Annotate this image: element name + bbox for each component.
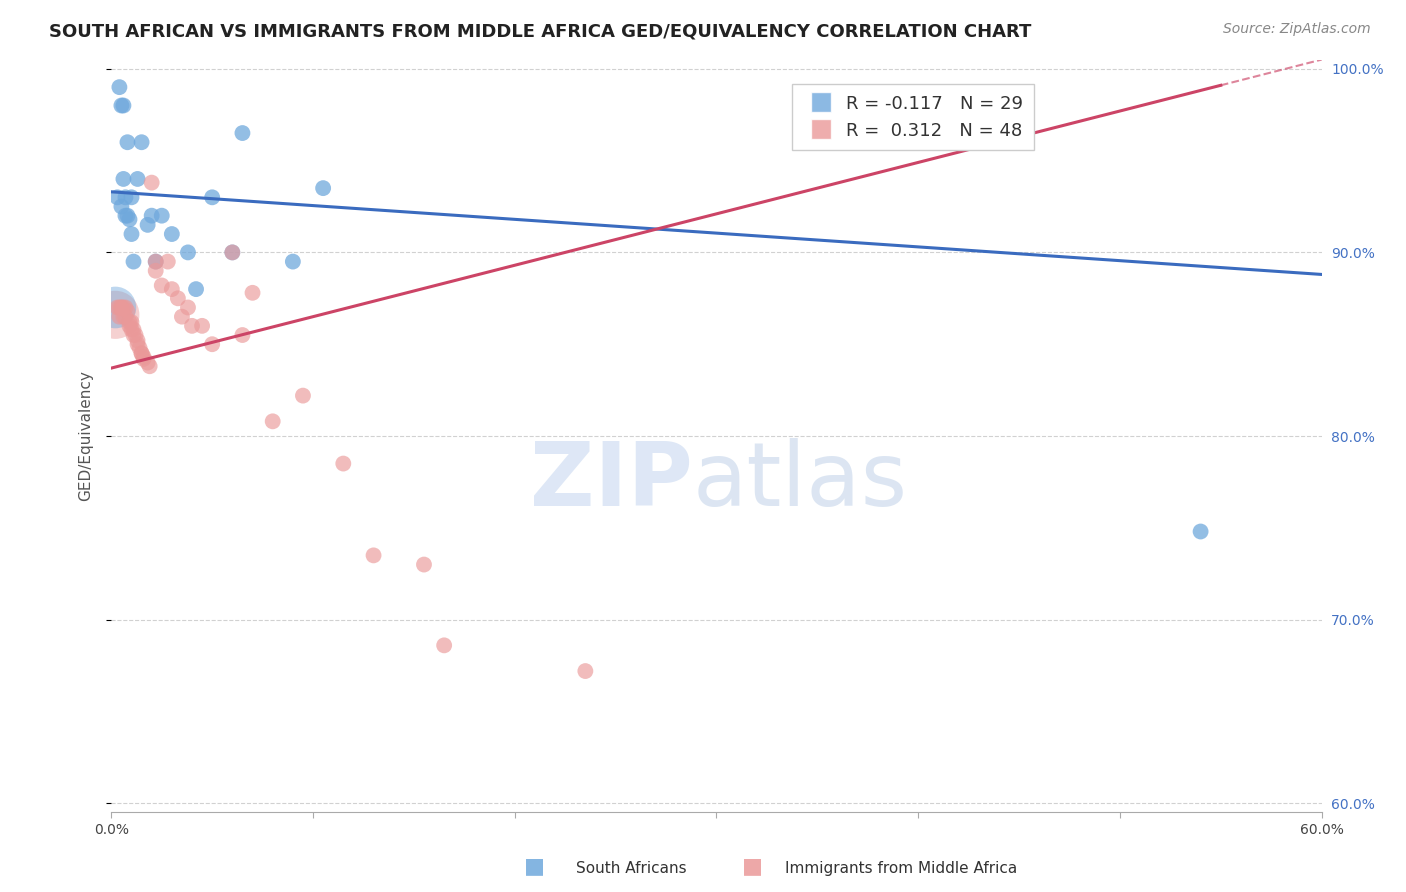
Point [150,209,173,223]
Point [108,310,131,324]
Point [160,282,183,296]
Point [122,254,145,268]
Point [104,308,127,322]
Text: ■: ■ [524,856,544,876]
Point [136,218,159,232]
Text: ■: ■ [742,856,762,876]
Point [574,664,596,678]
Point [117,209,139,223]
Point [114,190,136,204]
Text: ZIP: ZIP [530,438,692,524]
Point [201,337,224,351]
Legend: R = -0.117   N = 29, R =  0.312   N = 48: R = -0.117 N = 29, R = 0.312 N = 48 [792,84,1035,151]
Point [112,301,135,315]
Point [132,350,155,364]
Point [177,301,200,315]
Point [121,322,143,336]
Point [114,301,136,315]
Point [121,227,143,241]
Point [138,359,160,374]
Point [118,318,141,333]
Point [108,301,131,315]
Point [128,341,150,355]
Point [160,227,183,241]
Point [262,414,284,428]
Text: South Africans: South Africans [576,861,688,876]
Point [114,209,136,223]
Text: Immigrants from Middle Africa: Immigrants from Middle Africa [785,861,1017,876]
Point [108,80,131,95]
Point [104,301,127,315]
Point [184,282,207,296]
Point [201,190,224,204]
Point [231,126,253,140]
Point [413,558,436,572]
Point [132,351,155,366]
Point [127,172,149,186]
Point [312,181,335,195]
Point [110,199,132,213]
Point [167,291,190,305]
Point [145,264,167,278]
Point [131,346,153,360]
Point [112,310,135,324]
Point [145,254,167,268]
Point [281,254,304,268]
Point [141,176,163,190]
Point [131,135,153,149]
Point [181,318,204,333]
Point [118,315,141,329]
Point [141,209,163,223]
Y-axis label: GED/Equivalency: GED/Equivalency [79,370,93,501]
Point [291,389,314,403]
Text: SOUTH AFRICAN VS IMMIGRANTS FROM MIDDLE AFRICA GED/EQUIVALENCY CORRELATION CHART: SOUTH AFRICAN VS IMMIGRANTS FROM MIDDLE … [49,22,1032,40]
Point [124,328,146,343]
Point [131,346,153,360]
Point [1189,524,1212,539]
Point [105,301,128,315]
Point [112,172,135,186]
Point [332,457,354,471]
Point [242,285,264,300]
Point [117,304,139,318]
Point [221,245,243,260]
Point [112,98,135,112]
Text: atlas: atlas [692,438,907,524]
Point [110,301,132,315]
Point [177,245,200,260]
Point [122,322,145,336]
Point [121,190,143,204]
Point [114,310,136,324]
Point [121,315,143,329]
Point [136,355,159,369]
Point [105,190,128,204]
Point [145,254,167,268]
Point [191,318,214,333]
Point [221,245,243,260]
Point [231,328,253,343]
Point [127,337,149,351]
Point [117,135,139,149]
Point [363,549,385,563]
Text: Source: ZipAtlas.com: Source: ZipAtlas.com [1223,22,1371,37]
Point [433,638,456,652]
Point [150,278,173,293]
Point [110,98,132,112]
Point [122,328,145,343]
Point [156,254,179,268]
Point [170,310,193,324]
Point [118,212,141,227]
Point [127,334,149,348]
Point [110,301,132,315]
